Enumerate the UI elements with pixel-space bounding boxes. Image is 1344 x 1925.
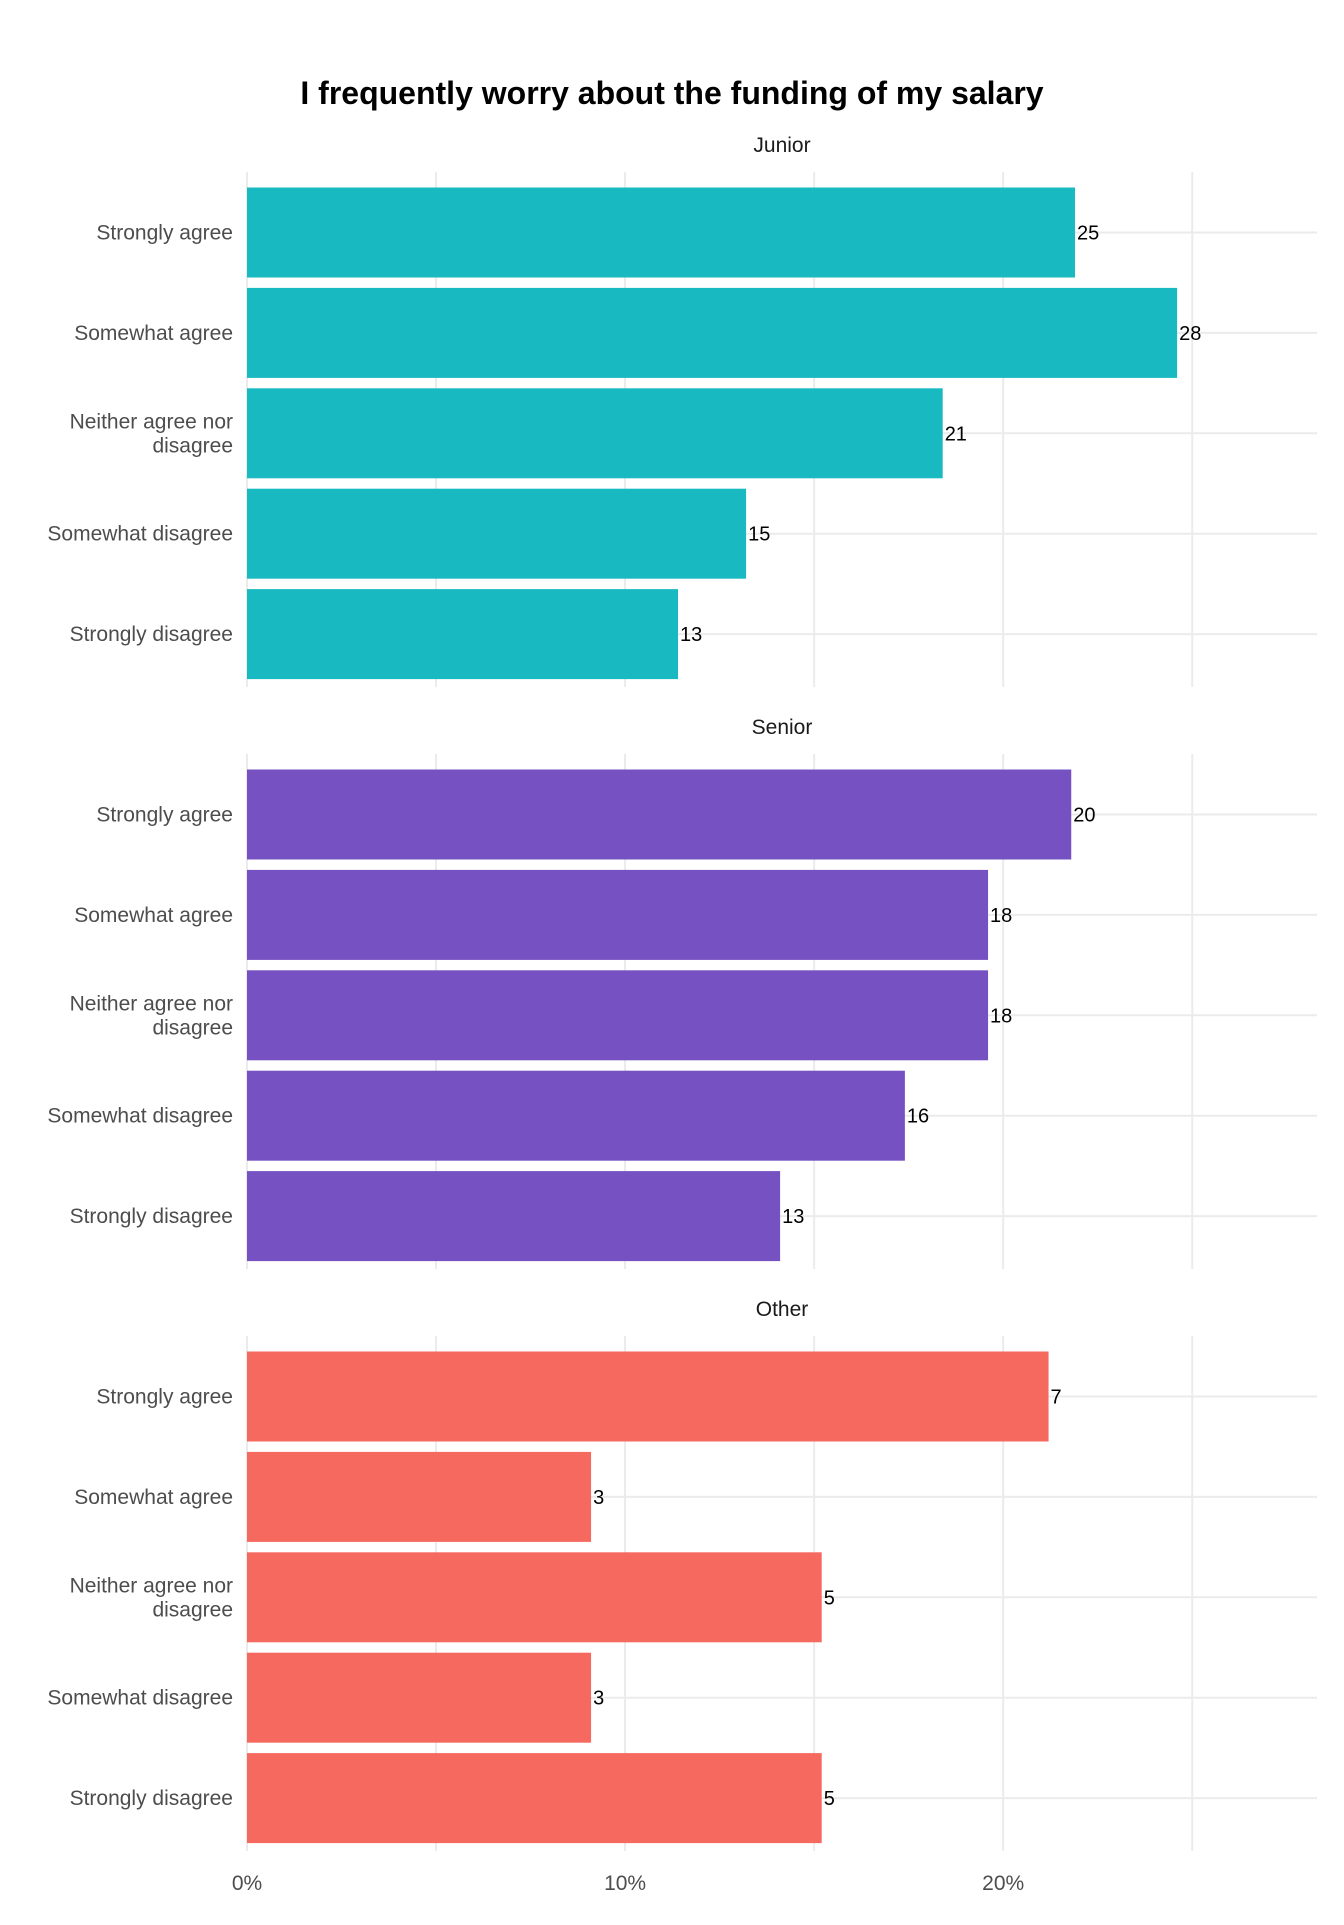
panel-junior: Junior 25 Strongly agree 28 Somewhat agree 21… (47, 134, 1317, 687)
category-tick-label-line: Somewhat disagree (47, 1105, 233, 1128)
category-tick-label: Somewhat agree (74, 904, 233, 927)
category-tick-label-line: Somewhat agree (74, 904, 233, 927)
bar (247, 970, 989, 1061)
bar (247, 1171, 781, 1262)
facet-label: Other (756, 1298, 809, 1321)
category-tick-label-line: Somewhat agree (74, 322, 233, 345)
category-tick-label-line: Strongly disagree (70, 1787, 233, 1810)
bar-count-label: 20 (1073, 805, 1095, 827)
bar-count-label: 15 (748, 524, 770, 546)
bar-count-label: 5 (824, 1587, 835, 1609)
bar (247, 1070, 905, 1161)
category-tick-label: Strongly agree (96, 1386, 233, 1409)
category-tick-label-line: disagree (152, 1016, 233, 1039)
category-tick-label: Strongly agree (96, 804, 233, 827)
category-tick-label: Strongly disagree (70, 623, 233, 646)
bar-count-label: 13 (782, 1206, 804, 1228)
category-tick-label-line: Somewhat disagree (47, 1687, 233, 1710)
bar (247, 1351, 1049, 1442)
category-tick-label: Neither agree nor disagree (70, 410, 233, 457)
x-axis: 0% 10% 20% (232, 1872, 1024, 1895)
bar (247, 388, 943, 479)
category-tick-label: Neither agree nor disagree (70, 992, 233, 1039)
bar-count-label: 3 (593, 1688, 604, 1710)
bar (247, 488, 747, 579)
category-tick-label: Strongly agree (96, 222, 233, 245)
bar (247, 287, 1178, 378)
category-tick-label-line: Somewhat disagree (47, 523, 233, 546)
bar (247, 769, 1072, 860)
category-tick-label-line: Strongly agree (96, 222, 233, 245)
bar (247, 589, 679, 680)
bar-count-label: 16 (907, 1106, 929, 1128)
bar (247, 187, 1076, 278)
category-tick-label-line: disagree (152, 1598, 233, 1621)
bar-count-label: 18 (990, 905, 1012, 927)
panel-other: Other 7 Strongly agree 3 Somewhat agree 5 Neit… (47, 1298, 1317, 1851)
category-tick-label: Somewhat disagree (47, 523, 233, 546)
bar (247, 1451, 592, 1542)
category-tick-label: Neither agree nor disagree (70, 1574, 233, 1621)
bar-count-label: 21 (945, 423, 967, 445)
panels-group: Junior 25 Strongly agree 28 Somewhat agree 21… (47, 134, 1317, 1851)
bar-count-label: 3 (593, 1487, 604, 1509)
x-tick-label: 10% (604, 1872, 646, 1895)
category-tick-label-line: Somewhat agree (74, 1486, 233, 1509)
category-tick-label-line: Strongly agree (96, 804, 233, 827)
category-tick-label-line: Strongly disagree (70, 1205, 233, 1228)
category-tick-label-line: disagree (152, 434, 233, 457)
category-tick-label: Somewhat disagree (47, 1687, 233, 1710)
category-tick-label: Strongly disagree (70, 1205, 233, 1228)
bar-count-label: 13 (680, 624, 702, 646)
panel-senior: Senior 20 Strongly agree 18 Somewhat agree 18… (47, 716, 1317, 1269)
bar (247, 1552, 822, 1643)
category-tick-label-line: Neither agree nor (70, 410, 233, 433)
category-tick-label-line: Neither agree nor (70, 992, 233, 1015)
category-tick-label: Somewhat agree (74, 322, 233, 345)
category-tick-label: Somewhat agree (74, 1486, 233, 1509)
x-tick-label: 0% (232, 1872, 262, 1895)
bar (247, 1652, 592, 1743)
bar (247, 1753, 822, 1844)
bar-count-label: 18 (990, 1005, 1012, 1027)
bar-count-label: 7 (1051, 1387, 1062, 1409)
bar-count-label: 25 (1077, 223, 1099, 245)
bar-count-label: 5 (824, 1788, 835, 1810)
bar-count-label: 28 (1179, 323, 1201, 345)
category-tick-label: Somewhat disagree (47, 1105, 233, 1128)
category-tick-label-line: Strongly disagree (70, 623, 233, 646)
category-tick-label-line: Neither agree nor (70, 1574, 233, 1597)
x-tick-label: 20% (982, 1872, 1024, 1895)
facet-label: Junior (753, 134, 810, 157)
facet-label: Senior (752, 716, 813, 739)
bar (247, 869, 989, 960)
category-tick-label: Strongly disagree (70, 1787, 233, 1810)
category-tick-label-line: Strongly agree (96, 1386, 233, 1409)
chart-title: I frequently worry about the funding of … (300, 75, 1043, 111)
